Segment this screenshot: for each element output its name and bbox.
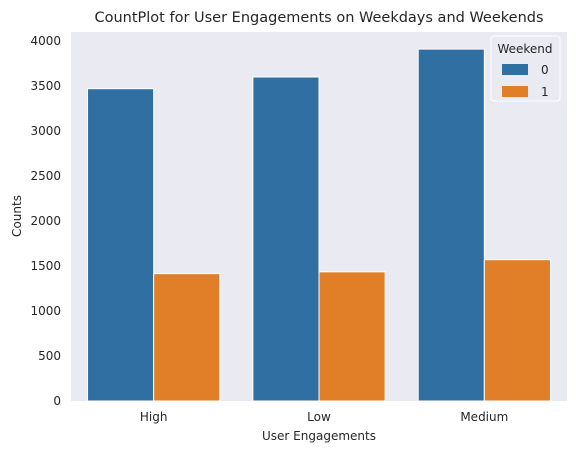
legend-entries: 01: [502, 63, 549, 99]
x-tick-label: High: [140, 410, 168, 424]
bar-medium-weekend-0: [417, 48, 485, 402]
y-tick-label: 500: [38, 349, 61, 363]
bar-high-weekend-0: [87, 88, 155, 402]
y-tick-label: 2000: [30, 214, 61, 228]
y-tick-label: 3500: [30, 79, 61, 93]
bars-layer: [87, 48, 551, 402]
x-tick-label: Medium: [460, 410, 508, 424]
x-axis-ticks: High Low Medium: [140, 410, 508, 424]
bar-low-weekend-1: [318, 271, 386, 402]
x-tick-label: Low: [307, 410, 331, 424]
y-tick-label: 1500: [30, 259, 61, 273]
y-axis-label: Counts: [10, 195, 24, 237]
y-axis-ticks: 0 500 1000 1500 2000 2500 3000 3500 4000: [30, 34, 61, 408]
legend-swatch-1: [502, 86, 528, 97]
y-tick-label: 1000: [30, 304, 61, 318]
bar-medium-weekend-1: [483, 259, 551, 402]
y-tick-label: 0: [53, 394, 61, 408]
legend: Weekend 01: [490, 35, 561, 102]
legend-label-0: 0: [541, 63, 549, 77]
y-tick-label: 3000: [30, 124, 61, 138]
y-tick-label: 4000: [30, 34, 61, 48]
legend-swatch-0: [502, 64, 528, 75]
y-tick-label: 2500: [30, 169, 61, 183]
bar-low-weekend-0: [252, 76, 320, 402]
bar-high-weekend-1: [153, 273, 221, 402]
legend-label-1: 1: [541, 85, 549, 99]
chart-title: CountPlot for User Engagements on Weekda…: [94, 10, 543, 26]
x-axis-label: User Engagements: [262, 429, 376, 443]
legend-title: Weekend: [497, 42, 552, 56]
